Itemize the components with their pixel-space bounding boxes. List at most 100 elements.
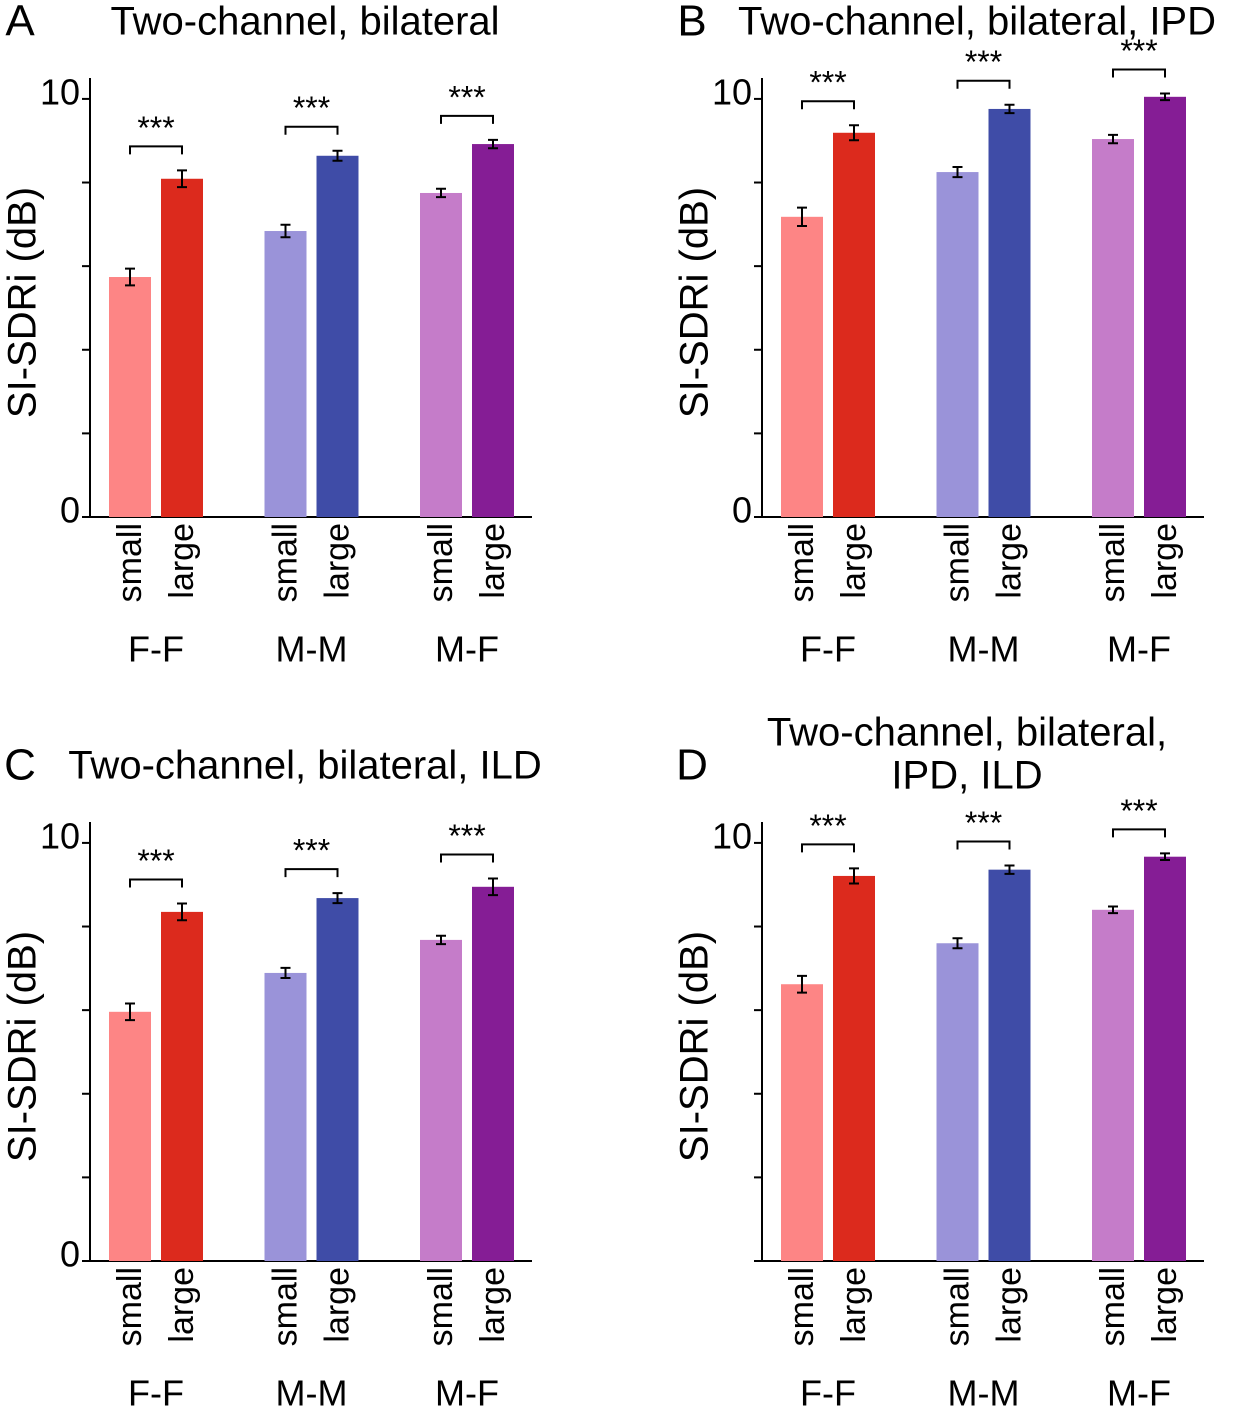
bar: [1144, 856, 1186, 1261]
error-bar: [332, 149, 343, 162]
bar: [781, 216, 823, 517]
x-category-label: F-F: [800, 629, 856, 670]
bar: [1092, 139, 1134, 517]
x-subcategory-label: small: [938, 523, 976, 602]
bar: [936, 172, 979, 518]
x-subcategory-label: small: [422, 523, 460, 602]
x-subcategory-label: small: [111, 1267, 149, 1346]
error-bar: [1108, 905, 1118, 915]
x-subcategory-label: small: [938, 1267, 976, 1346]
y-tick-label: 0: [60, 490, 80, 531]
error-bar: [125, 1002, 135, 1022]
y-tick-label: 0: [732, 490, 752, 531]
x-subcategory-label: large: [990, 1267, 1028, 1343]
panel-letter: A: [5, 0, 35, 46]
x-subcategory-label: large: [474, 523, 512, 599]
error-bar: [125, 267, 135, 287]
error-bar: [952, 937, 963, 950]
significance-label: ***: [448, 79, 485, 115]
significance-label: ***: [137, 110, 174, 146]
error-bar: [332, 892, 343, 905]
significance-bracket: [956, 79, 1011, 89]
error-bar: [436, 187, 446, 199]
bar: [420, 939, 462, 1261]
error-bar: [1004, 864, 1015, 875]
error-bar: [797, 206, 807, 228]
error-bar: [1160, 92, 1170, 102]
x-category-label: M-F: [435, 1373, 499, 1413]
bar: [988, 108, 1031, 517]
significance-bracket: [1112, 828, 1166, 838]
x-category-label: F-F: [128, 629, 184, 670]
bar: [264, 972, 307, 1261]
panel-letter: C: [4, 741, 36, 790]
x-category-label: M-F: [1107, 629, 1171, 670]
error-bar: [1108, 133, 1118, 145]
panel-letter: D: [676, 741, 708, 790]
x-subcategory-label: small: [266, 523, 304, 602]
bar: [472, 886, 514, 1261]
x-category-label: M-M: [276, 1373, 348, 1413]
significance-bracket: [956, 840, 1011, 850]
bar: [316, 898, 359, 1261]
x-subcategory-label: small: [783, 1267, 821, 1346]
x-category-label: M-M: [948, 1373, 1020, 1413]
x-category-label: F-F: [800, 1373, 856, 1413]
y-tick-label: 10: [712, 71, 752, 112]
error-bar: [488, 877, 498, 897]
significance-label: ***: [965, 805, 1002, 841]
x-subcategory-label: small: [1094, 1267, 1132, 1346]
x-subcategory-label: small: [111, 523, 149, 602]
y-tick-label: 10: [712, 815, 752, 856]
x-subcategory-label: large: [474, 1267, 512, 1343]
x-subcategory-label: large: [163, 523, 201, 599]
bar: [833, 875, 875, 1261]
bar: [472, 144, 514, 517]
x-subcategory-label: large: [318, 1267, 356, 1343]
bar: [264, 231, 307, 517]
bar: [109, 277, 151, 517]
y-tick-label: 0: [60, 1234, 80, 1275]
bar: [161, 178, 203, 517]
significance-label: ***: [137, 843, 174, 879]
significance-bracket: [440, 114, 494, 124]
bar: [1092, 909, 1134, 1261]
significance-bracket: [284, 125, 339, 135]
x-subcategory-label: large: [318, 523, 356, 599]
significance-bracket: [1112, 68, 1166, 78]
chart-title: Two-channel, bilateral, ILD: [68, 744, 542, 788]
chart-title: Two-channel, bilateral,: [767, 711, 1167, 755]
significance-label: ***: [448, 818, 485, 854]
x-subcategory-label: large: [835, 1267, 873, 1343]
x-category-label: M-M: [276, 629, 348, 670]
y-axis-label: SI-SDRi (dB): [1, 187, 45, 418]
x-subcategory-label: small: [266, 1267, 304, 1346]
y-tick-label: 10: [40, 815, 80, 856]
error-bar: [952, 166, 963, 179]
panel-letter: B: [677, 0, 706, 46]
error-bar: [849, 124, 859, 142]
error-bar: [797, 974, 807, 994]
bar: [109, 1011, 151, 1261]
error-bar: [280, 966, 291, 979]
bar: [781, 984, 823, 1261]
x-subcategory-label: large: [835, 523, 873, 599]
bar: [420, 192, 462, 517]
bar: [316, 155, 359, 517]
chart-title: Two-channel, bilateral: [110, 0, 499, 44]
x-subcategory-label: small: [783, 523, 821, 602]
error-bar: [280, 223, 291, 239]
x-subcategory-label: large: [1146, 1267, 1184, 1343]
x-category-label: M-M: [948, 629, 1020, 670]
significance-bracket: [129, 878, 183, 888]
y-axis-label: SI-SDRi (dB): [673, 931, 717, 1162]
x-category-label: M-F: [435, 629, 499, 670]
error-bar: [436, 934, 446, 946]
y-axis-label: SI-SDRi (dB): [1, 931, 45, 1162]
x-subcategory-label: large: [990, 523, 1028, 599]
significance-bracket: [440, 853, 494, 863]
significance-bracket: [801, 843, 855, 853]
error-bar: [177, 902, 187, 922]
bar: [161, 911, 203, 1261]
error-bar: [1160, 852, 1170, 862]
